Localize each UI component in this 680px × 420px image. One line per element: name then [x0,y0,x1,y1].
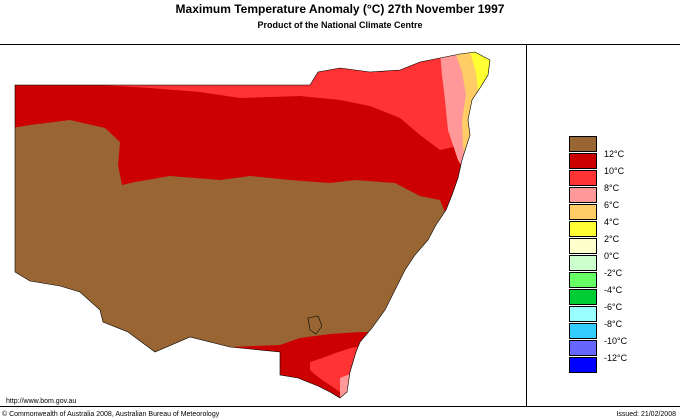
legend-swatch [569,221,597,237]
legend-swatch [569,340,597,356]
footer-issued: Issued: 21/02/2008 [616,411,676,418]
legend-label: -12°C [604,353,628,363]
legend-label: -10°C [604,336,628,346]
legend-swatch [569,187,597,203]
legend-swatch [569,272,597,288]
legend-swatch [569,170,597,186]
legend-labels: 12°C 10°C 8°C 6°C 4°C 2°C 0°C -2°C -4°C … [604,148,627,369]
legend-swatch [569,289,597,305]
map-frame [0,44,680,407]
footer-copyright: © Commonwealth of Australia 2008, Austra… [2,411,220,418]
legend-label: 4°C [604,217,620,227]
map-title: Maximum Temperature Anomaly (°C) 27th No… [175,2,505,16]
legend-label: -8°C [604,319,623,329]
legend-label: 2°C [604,234,620,244]
legend-divider [526,44,527,407]
legend-swatch [569,136,597,152]
legend-swatch [569,323,597,339]
act-outline [307,315,323,335]
legend-label: 10°C [604,166,625,176]
map-subtitle: Product of the National Climate Centre [257,20,423,30]
legend-label: -2°C [604,268,623,278]
legend-swatch [569,204,597,220]
legend-label: 8°C [604,183,620,193]
legend-label: 12°C [604,149,625,159]
zone-10c-pocket [145,92,240,141]
legend-swatch [569,306,597,322]
legend-label: 6°C [604,200,620,210]
state-outline [14,51,491,399]
legend-label: -6°C [604,302,623,312]
legend-swatch [569,153,597,169]
legend-swatch [569,357,597,373]
legend-label: 0°C [604,251,620,261]
legend-swatches [569,136,597,374]
zone-4c-south [348,386,360,398]
footer-url: http://www.bom.gov.au [6,398,77,405]
legend-swatch [569,238,597,254]
legend-swatch [569,255,597,271]
legend-label: -4°C [604,285,623,295]
